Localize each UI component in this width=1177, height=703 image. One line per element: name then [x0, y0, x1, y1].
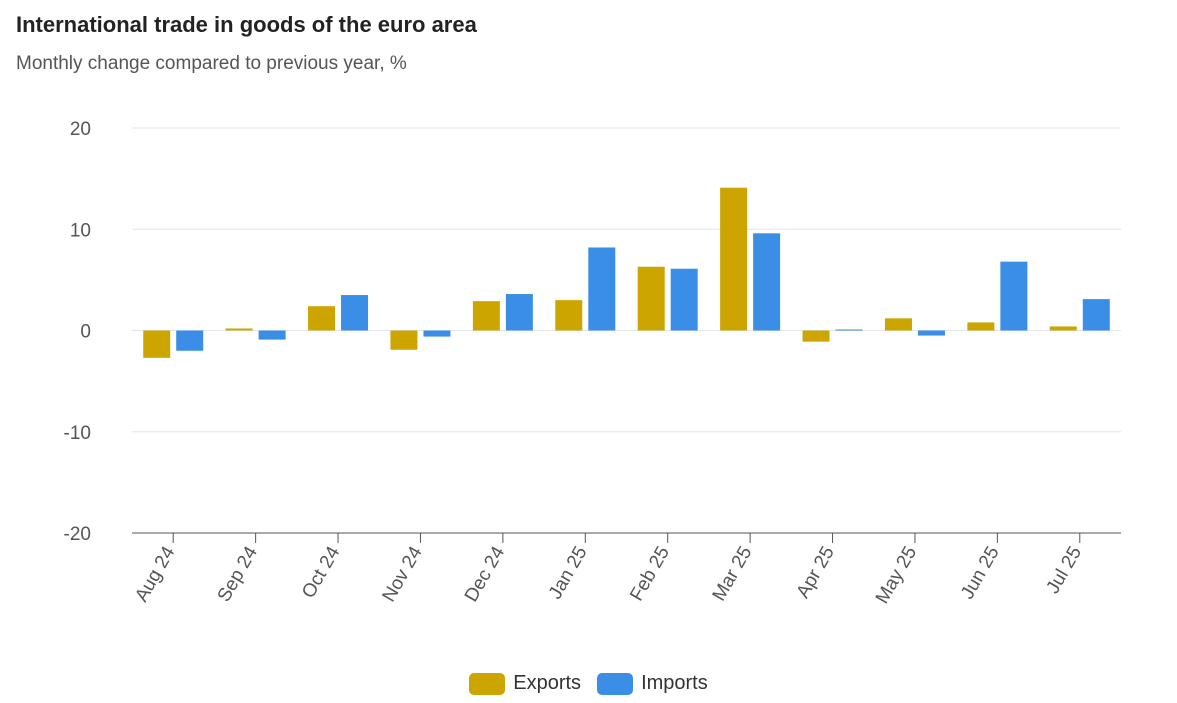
- bar-imports: [176, 330, 204, 351]
- bar-imports: [505, 294, 533, 331]
- bar-imports: [1000, 261, 1028, 331]
- x-tick-label: Jun 25: [957, 543, 1004, 603]
- x-tick-label: Oct 24: [298, 543, 344, 602]
- bar-imports: [753, 233, 781, 331]
- legend-item-imports[interactable]: Imports: [597, 672, 708, 695]
- legend-label-exports: Exports: [513, 672, 582, 694]
- y-tick-label: 0: [80, 322, 91, 343]
- bar-imports: [670, 268, 698, 331]
- x-tick-label: Mar 25: [709, 543, 757, 605]
- x-tick-label: Apr 25: [793, 543, 839, 602]
- legend-item-exports[interactable]: Exports: [469, 672, 581, 695]
- legend-swatch-exports: [469, 672, 506, 695]
- x-tick-label: Jan 25: [545, 543, 592, 603]
- chart-title: International trade in goods of the euro…: [16, 12, 477, 37]
- bar-imports: [1082, 299, 1110, 331]
- x-tick-label: Feb 25: [626, 543, 674, 605]
- y-tick-label: -10: [64, 423, 91, 444]
- x-tick-label: Nov 24: [379, 543, 428, 606]
- x-tick-label: Aug 24: [131, 543, 180, 606]
- bar-imports: [917, 330, 945, 336]
- bar-imports: [258, 330, 286, 340]
- legend-swatch-imports: [597, 672, 634, 695]
- x-tick-label: Jul 25: [1043, 543, 1087, 597]
- bar-imports: [588, 247, 616, 331]
- bar-chart: 20 10 0 -10 -20 Aug 24 Sep 24 Oct 24 Nov 24 Dec 2…: [64, 119, 1121, 607]
- bar-exports: [555, 300, 583, 331]
- bar-exports: [802, 330, 830, 342]
- bar-exports: [225, 328, 253, 331]
- y-tick-label: -20: [64, 524, 91, 545]
- bar-exports: [637, 266, 665, 331]
- y-tick-label: 10: [70, 220, 91, 241]
- bar-exports: [1049, 326, 1077, 331]
- bar-exports: [720, 187, 748, 331]
- bar-imports: [835, 329, 863, 331]
- bar-exports: [143, 330, 171, 358]
- legend: Exports Imports: [0, 672, 1177, 695]
- x-tick-label: May 25: [872, 543, 921, 607]
- bar-exports: [308, 306, 336, 331]
- bar-exports: [390, 330, 418, 350]
- x-tick-label: Dec 24: [461, 543, 510, 606]
- y-tick-label: 20: [70, 119, 91, 140]
- legend-label-imports: Imports: [641, 672, 708, 694]
- bar-imports: [423, 330, 451, 337]
- bar-imports: [341, 295, 369, 331]
- bar-exports: [967, 322, 995, 331]
- bar-exports: [472, 301, 500, 331]
- bar-exports: [884, 318, 912, 331]
- chart-subtitle: Monthly change compared to previous year…: [16, 53, 407, 74]
- x-tick-label: Sep 24: [214, 543, 263, 606]
